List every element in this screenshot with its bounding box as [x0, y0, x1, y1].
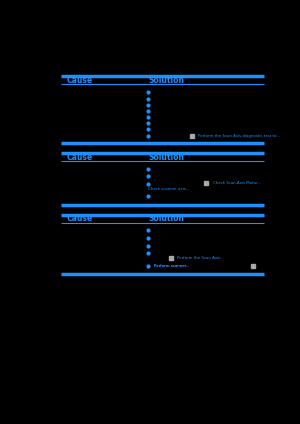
- Text: Cause: Cause: [66, 214, 92, 223]
- Text: Cause: Cause: [66, 75, 92, 85]
- Text: Solution: Solution: [148, 153, 184, 162]
- Text: Solution: Solution: [148, 75, 184, 85]
- Text: Check scanner axis...: Check scanner axis...: [148, 187, 190, 191]
- Text: Perform the Scan Axis...: Perform the Scan Axis...: [177, 256, 224, 260]
- Text: Perform the Scan Axis diagnostic test to...: Perform the Scan Axis diagnostic test to…: [198, 134, 280, 137]
- Text: Perform scanner...: Perform scanner...: [154, 264, 189, 268]
- Text: Check Scan-Axis Motor...: Check Scan-Axis Motor...: [213, 181, 261, 184]
- Text: Cause: Cause: [66, 153, 92, 162]
- Text: Perform scanner...: Perform scanner...: [154, 264, 189, 268]
- Text: Solution: Solution: [148, 214, 184, 223]
